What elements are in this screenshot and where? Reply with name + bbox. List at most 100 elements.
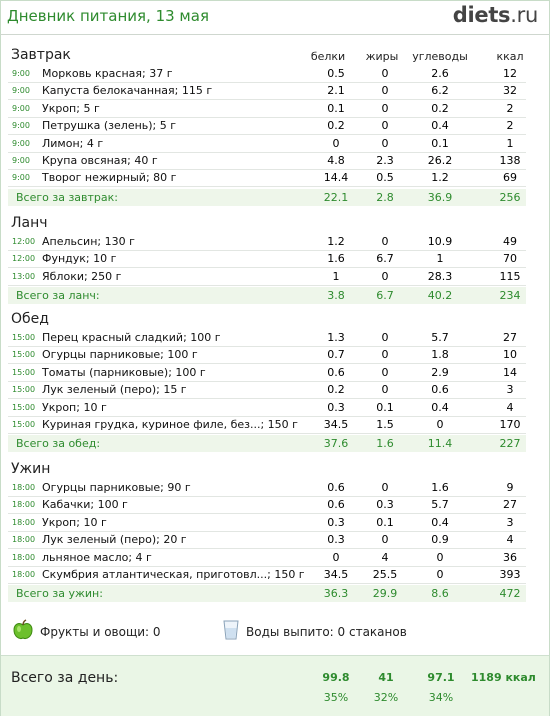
day-carbs-percent: 34% xyxy=(428,691,454,704)
food-row[interactable]: 18:00 Огурцы парниковые; 90 г 0.6 0 1.6 9 xyxy=(8,480,526,497)
food-row[interactable]: 9:00 Петрушка (зелень); 5 г 0.2 0 0.4 2 xyxy=(8,118,526,136)
food-protein: 14.4 xyxy=(323,171,349,185)
food-carbs: 1 xyxy=(436,252,444,266)
food-fat: 0 xyxy=(381,365,389,379)
column-header-carbs: углеводы xyxy=(412,50,468,63)
food-row[interactable]: 18:00 Лук зеленый (перо); 20 г 0.3 0 0.9 4 xyxy=(8,532,526,550)
food-name: Апельсин; 130 г xyxy=(42,235,135,248)
food-row[interactable]: 18:00 льняное масло; 4 г 0 4 0 36 xyxy=(8,550,526,567)
food-time: 18:00 xyxy=(12,517,36,527)
food-row[interactable]: 12:00 Фундук; 10 г 1.6 6.7 1 70 xyxy=(8,251,526,269)
food-time: 9:00 xyxy=(12,69,30,78)
food-row[interactable]: 18:00 Скумбрия атлантическая, приготовл..… xyxy=(8,567,526,584)
day-total-label: Всего за день: xyxy=(11,670,119,686)
meal-total-row: Всего за ужин: 36.3 29.9 8.6 472 xyxy=(8,585,526,603)
food-row[interactable]: 9:00 Капуста белокачанная; 115 г 2.1 0 6.2 32 xyxy=(8,83,526,101)
food-carbs: 0.4 xyxy=(431,515,449,529)
food-fat: 0 xyxy=(381,101,389,115)
food-kcal: 4 xyxy=(506,400,514,414)
food-row[interactable]: 15:00 Перец красный сладкий; 100 г 1.3 0 5.7… xyxy=(8,330,526,347)
food-fat: 0 xyxy=(381,235,389,248)
food-kcal: 2 xyxy=(506,101,514,115)
day-protein-percent: 35% xyxy=(323,691,349,704)
green-apple-icon xyxy=(13,619,33,639)
food-fat: 0.1 xyxy=(376,515,394,529)
food-fat: 0 xyxy=(381,119,389,133)
food-row[interactable]: 9:00 Лимон; 4 г 0 0 0.1 1 xyxy=(8,136,526,153)
meal-total-protein: 36.3 xyxy=(323,587,349,601)
food-name: Творог нежирный; 80 г xyxy=(42,171,177,185)
food-row[interactable]: 15:00 Укроп; 10 г 0.3 0.1 0.4 4 xyxy=(8,400,526,417)
food-row[interactable]: 18:00 Кабачки; 100 г 0.6 0.3 5.7 27 xyxy=(8,497,526,515)
food-time: 9:00 xyxy=(12,156,30,165)
food-kcal: 36 xyxy=(503,550,517,564)
food-protein: 0.6 xyxy=(327,481,345,494)
food-carbs: 0.4 xyxy=(431,119,449,133)
food-name: Скумбрия атлантическая, приготовл...; 15… xyxy=(42,568,305,581)
food-carbs: 0.6 xyxy=(431,383,449,397)
food-fat: 25.5 xyxy=(372,568,398,581)
food-protein: 0 xyxy=(332,136,340,150)
food-row[interactable]: 15:00 Томаты (парниковые); 100 г 0.6 0 2.9 14 xyxy=(8,365,526,382)
food-row[interactable]: 9:00 Укроп; 5 г 0.1 0 0.2 2 xyxy=(8,101,526,118)
meal-total-fat: 1.6 xyxy=(376,437,394,451)
food-time: 15:00 xyxy=(12,420,36,429)
food-name: Укроп; 10 г xyxy=(42,515,107,529)
food-fat: 0.1 xyxy=(376,400,394,414)
food-name: Лимон; 4 г xyxy=(42,136,104,150)
food-time: 9:00 xyxy=(12,173,30,183)
food-row[interactable]: 18:00 Укроп; 10 г 0.3 0.1 0.4 3 xyxy=(8,515,526,532)
food-protein: 1 xyxy=(332,269,340,283)
water-label: Воды выпито: 0 стаканов xyxy=(246,625,407,639)
food-name: Капуста белокачанная; 115 г xyxy=(42,84,213,98)
food-row[interactable]: 13:00 Яблоки; 250 г 1 0 28.3 115 xyxy=(8,269,526,286)
food-name: Укроп; 5 г xyxy=(42,101,100,115)
food-name: Фундук; 10 г xyxy=(42,252,117,266)
meal-total-label: Всего за обед: xyxy=(16,437,101,451)
food-row[interactable]: 9:00 Морковь красная; 37 г 0.5 0 2.6 12 xyxy=(8,66,526,83)
food-protein: 0.3 xyxy=(327,400,345,414)
food-row[interactable]: 9:00 Творог нежирный; 80 г 14.4 0.5 1.2 69 xyxy=(8,170,526,188)
food-time: 18:00 xyxy=(12,483,36,492)
food-kcal: 138 xyxy=(499,154,521,167)
food-protein: 1.6 xyxy=(327,252,345,266)
food-kcal: 32 xyxy=(503,84,517,98)
food-protein: 34.5 xyxy=(323,568,349,581)
food-fat: 0 xyxy=(381,67,389,80)
day-total-kcal: 1189 ккал xyxy=(471,671,536,684)
food-name: Яблоки; 250 г xyxy=(42,269,122,283)
food-kcal: 4 xyxy=(506,533,514,547)
food-carbs: 1.2 xyxy=(431,171,449,185)
meal-section-title: Ланч xyxy=(11,215,48,231)
site-logo[interactable]: diets.ru xyxy=(453,3,539,27)
meal-total-label: Всего за ланч: xyxy=(16,289,100,303)
food-carbs: 0 xyxy=(436,418,444,431)
food-fat: 0.5 xyxy=(376,171,394,185)
food-time: 15:00 xyxy=(12,385,36,395)
meal-section-title: Завтрак xyxy=(11,47,71,63)
food-time: 9:00 xyxy=(12,86,30,96)
food-time: 12:00 xyxy=(12,237,36,246)
food-row[interactable]: 12:00 Апельсин; 130 г 1.2 0 10.9 49 xyxy=(8,234,526,251)
day-total-fat: 41 xyxy=(378,671,394,684)
meal-total-kcal: 227 xyxy=(499,437,521,451)
food-fat: 4 xyxy=(381,550,389,564)
food-row[interactable]: 15:00 Огурцы парниковые; 100 г 0.7 0 1.8 10 xyxy=(8,347,526,365)
food-fat: 0 xyxy=(381,269,389,283)
food-time: 13:00 xyxy=(12,271,36,281)
food-time: 15:00 xyxy=(12,333,36,342)
food-row[interactable]: 15:00 Куриная грудка, куриное филе, без..… xyxy=(8,417,526,434)
food-row[interactable]: 9:00 Крупа овсяная; 40 г 4.8 2.3 26.2 138 xyxy=(8,153,526,170)
glass-icon xyxy=(223,620,239,640)
food-time: 9:00 xyxy=(12,103,30,113)
food-name: Лук зеленый (перо); 20 г xyxy=(42,533,187,547)
food-name: Морковь красная; 37 г xyxy=(42,67,173,80)
food-row[interactable]: 15:00 Лук зеленый (перо); 15 г 0.2 0 0.6 3 xyxy=(8,382,526,400)
food-kcal: 115 xyxy=(499,269,521,283)
food-kcal: 27 xyxy=(503,498,517,512)
meal-total-protein: 37.6 xyxy=(323,437,349,451)
food-carbs: 6.2 xyxy=(431,84,449,98)
food-name: Крупа овсяная; 40 г xyxy=(42,154,158,167)
food-protein: 0.3 xyxy=(327,515,345,529)
meal-total-row: Всего за завтрак: 22.1 2.8 36.9 256 xyxy=(8,188,526,206)
